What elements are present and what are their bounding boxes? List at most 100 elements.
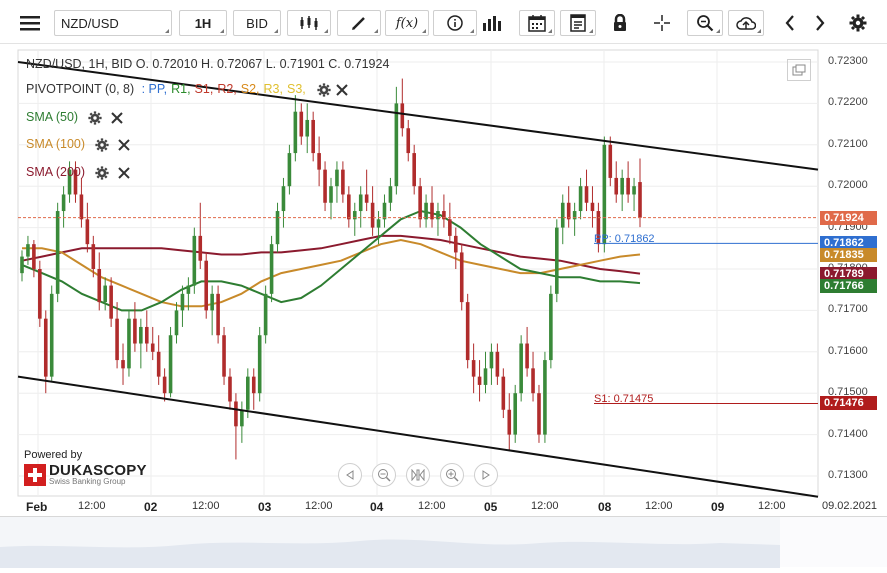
candle-body	[204, 260, 209, 311]
price-chart[interactable]	[0, 44, 887, 516]
candle-body	[150, 343, 155, 352]
candle-body	[436, 211, 440, 220]
navigator-strip[interactable]	[0, 516, 887, 568]
info-button[interactable]	[433, 10, 477, 36]
crosshair-button[interactable]	[650, 10, 674, 36]
timeframe-label: 1H	[194, 15, 212, 31]
price-side-selector[interactable]: BID	[233, 10, 281, 36]
candle-body	[323, 169, 327, 203]
zoom-icon	[697, 15, 714, 32]
price-tag: 0.71766	[820, 278, 877, 293]
candle-body	[560, 202, 565, 228]
candle-body	[32, 244, 36, 269]
time-tick-label: 02	[144, 500, 158, 514]
candle-body	[115, 318, 119, 361]
pivot-level-label: S1,	[194, 82, 214, 96]
powered-by-text: Powered by	[24, 449, 83, 461]
sma-legend-item[interactable]: SMA (200)	[26, 165, 131, 180]
scroll-left-button[interactable]	[778, 10, 802, 36]
calendar-icon	[528, 15, 546, 32]
pivot-s1-label: S1: 0.71475	[594, 393, 654, 405]
gear-icon[interactable]	[95, 166, 109, 180]
close-icon[interactable]	[110, 111, 124, 125]
dukascopy-logo: Powered by DUKASCOPY Swiss Banking Group	[24, 449, 147, 486]
time-tick-label: 05	[484, 500, 498, 514]
info-icon	[447, 15, 463, 31]
close-icon[interactable]	[117, 138, 131, 152]
close-icon[interactable]	[117, 166, 131, 180]
pivot-level-label: R1,	[171, 82, 191, 96]
chart-type-button[interactable]	[287, 10, 331, 36]
sma-legend-item[interactable]: SMA (50)	[26, 110, 124, 125]
candle-body	[578, 186, 583, 212]
volume-bars-button[interactable]	[480, 10, 504, 36]
indicators-button[interactable]: f(x)	[385, 10, 429, 36]
price-tag: 0.71789	[820, 266, 877, 281]
candle-body	[584, 186, 589, 203]
price-tick-label: 0.71300	[828, 469, 868, 481]
instrument-selector[interactable]: NZD/USD	[54, 10, 172, 36]
price-tag: 0.71476	[820, 396, 877, 411]
candle-body	[186, 285, 191, 294]
gear-icon[interactable]	[88, 111, 102, 125]
sma-legend-item[interactable]: SMA (100)	[26, 137, 131, 152]
time-tick-label: 12:00	[758, 500, 786, 512]
candle-body	[168, 335, 173, 394]
cloud-save-button[interactable]	[728, 10, 764, 36]
candle-body	[43, 318, 48, 377]
zoom-out-button[interactable]	[372, 463, 396, 487]
candle-body	[483, 368, 488, 385]
pan-right-button[interactable]	[474, 463, 498, 487]
candle-body	[109, 285, 113, 319]
price-tick-label: 0.71500	[828, 386, 868, 399]
grid	[17, 49, 819, 497]
pan-left-button[interactable]	[338, 463, 362, 487]
time-tick-label: 12:00	[305, 500, 333, 512]
candlestick-icon	[300, 16, 318, 30]
candle-body	[287, 153, 292, 187]
calendar-button[interactable]	[519, 10, 555, 36]
template-button[interactable]	[560, 10, 596, 36]
candle-body	[453, 235, 458, 253]
function-icon: f(x)	[395, 15, 419, 31]
pivot-legend[interactable]: PIVOTPOINT (0, 8) : PP, R1, S1, R2, S2, R3, S3…	[26, 82, 349, 97]
candle-body	[394, 103, 399, 187]
sma-lines	[21, 209, 641, 312]
candle-body	[263, 293, 268, 336]
candle-body	[614, 177, 619, 195]
zoom-button[interactable]	[687, 10, 723, 36]
gear-icon[interactable]	[317, 83, 331, 97]
hamburger-menu-icon[interactable]	[16, 10, 44, 36]
zoom-in-button[interactable]	[440, 463, 464, 487]
candle-body	[543, 360, 547, 435]
time-tick-label: 12:00	[531, 500, 559, 512]
drawing-tools-button[interactable]	[337, 10, 381, 36]
reset-view-button[interactable]	[406, 463, 430, 487]
candle-body	[180, 293, 185, 311]
candle-body	[67, 169, 72, 195]
candle-body	[566, 202, 571, 220]
lock-button[interactable]	[608, 10, 632, 36]
ohlc-legend: NZD/USD, 1H, BID O. 0.72010 H. 0.72067 L…	[26, 57, 393, 71]
candle-body	[103, 285, 107, 303]
candle-body	[139, 326, 143, 344]
maximize-button[interactable]	[787, 59, 811, 81]
scroll-right-button[interactable]	[808, 10, 832, 36]
candle-body	[549, 293, 553, 361]
price-tick-label: 0.72100	[828, 137, 868, 150]
gear-icon[interactable]	[95, 138, 109, 152]
instrument-label: NZD/USD	[61, 15, 119, 31]
time-tick-label: 12:00	[418, 500, 446, 512]
settings-button[interactable]	[846, 10, 870, 36]
chevron-left-icon	[785, 15, 794, 31]
candle-body	[133, 318, 137, 344]
sma-label: SMA (50)	[26, 110, 79, 124]
timeframe-selector[interactable]: 1H	[179, 10, 227, 36]
time-tick-label: 09	[711, 500, 725, 514]
candle-body	[329, 186, 333, 203]
close-icon[interactable]	[335, 83, 349, 97]
lock-icon	[614, 14, 626, 31]
zoom-out-icon	[378, 469, 391, 482]
candle-body	[49, 293, 54, 377]
candle-body	[97, 269, 102, 303]
